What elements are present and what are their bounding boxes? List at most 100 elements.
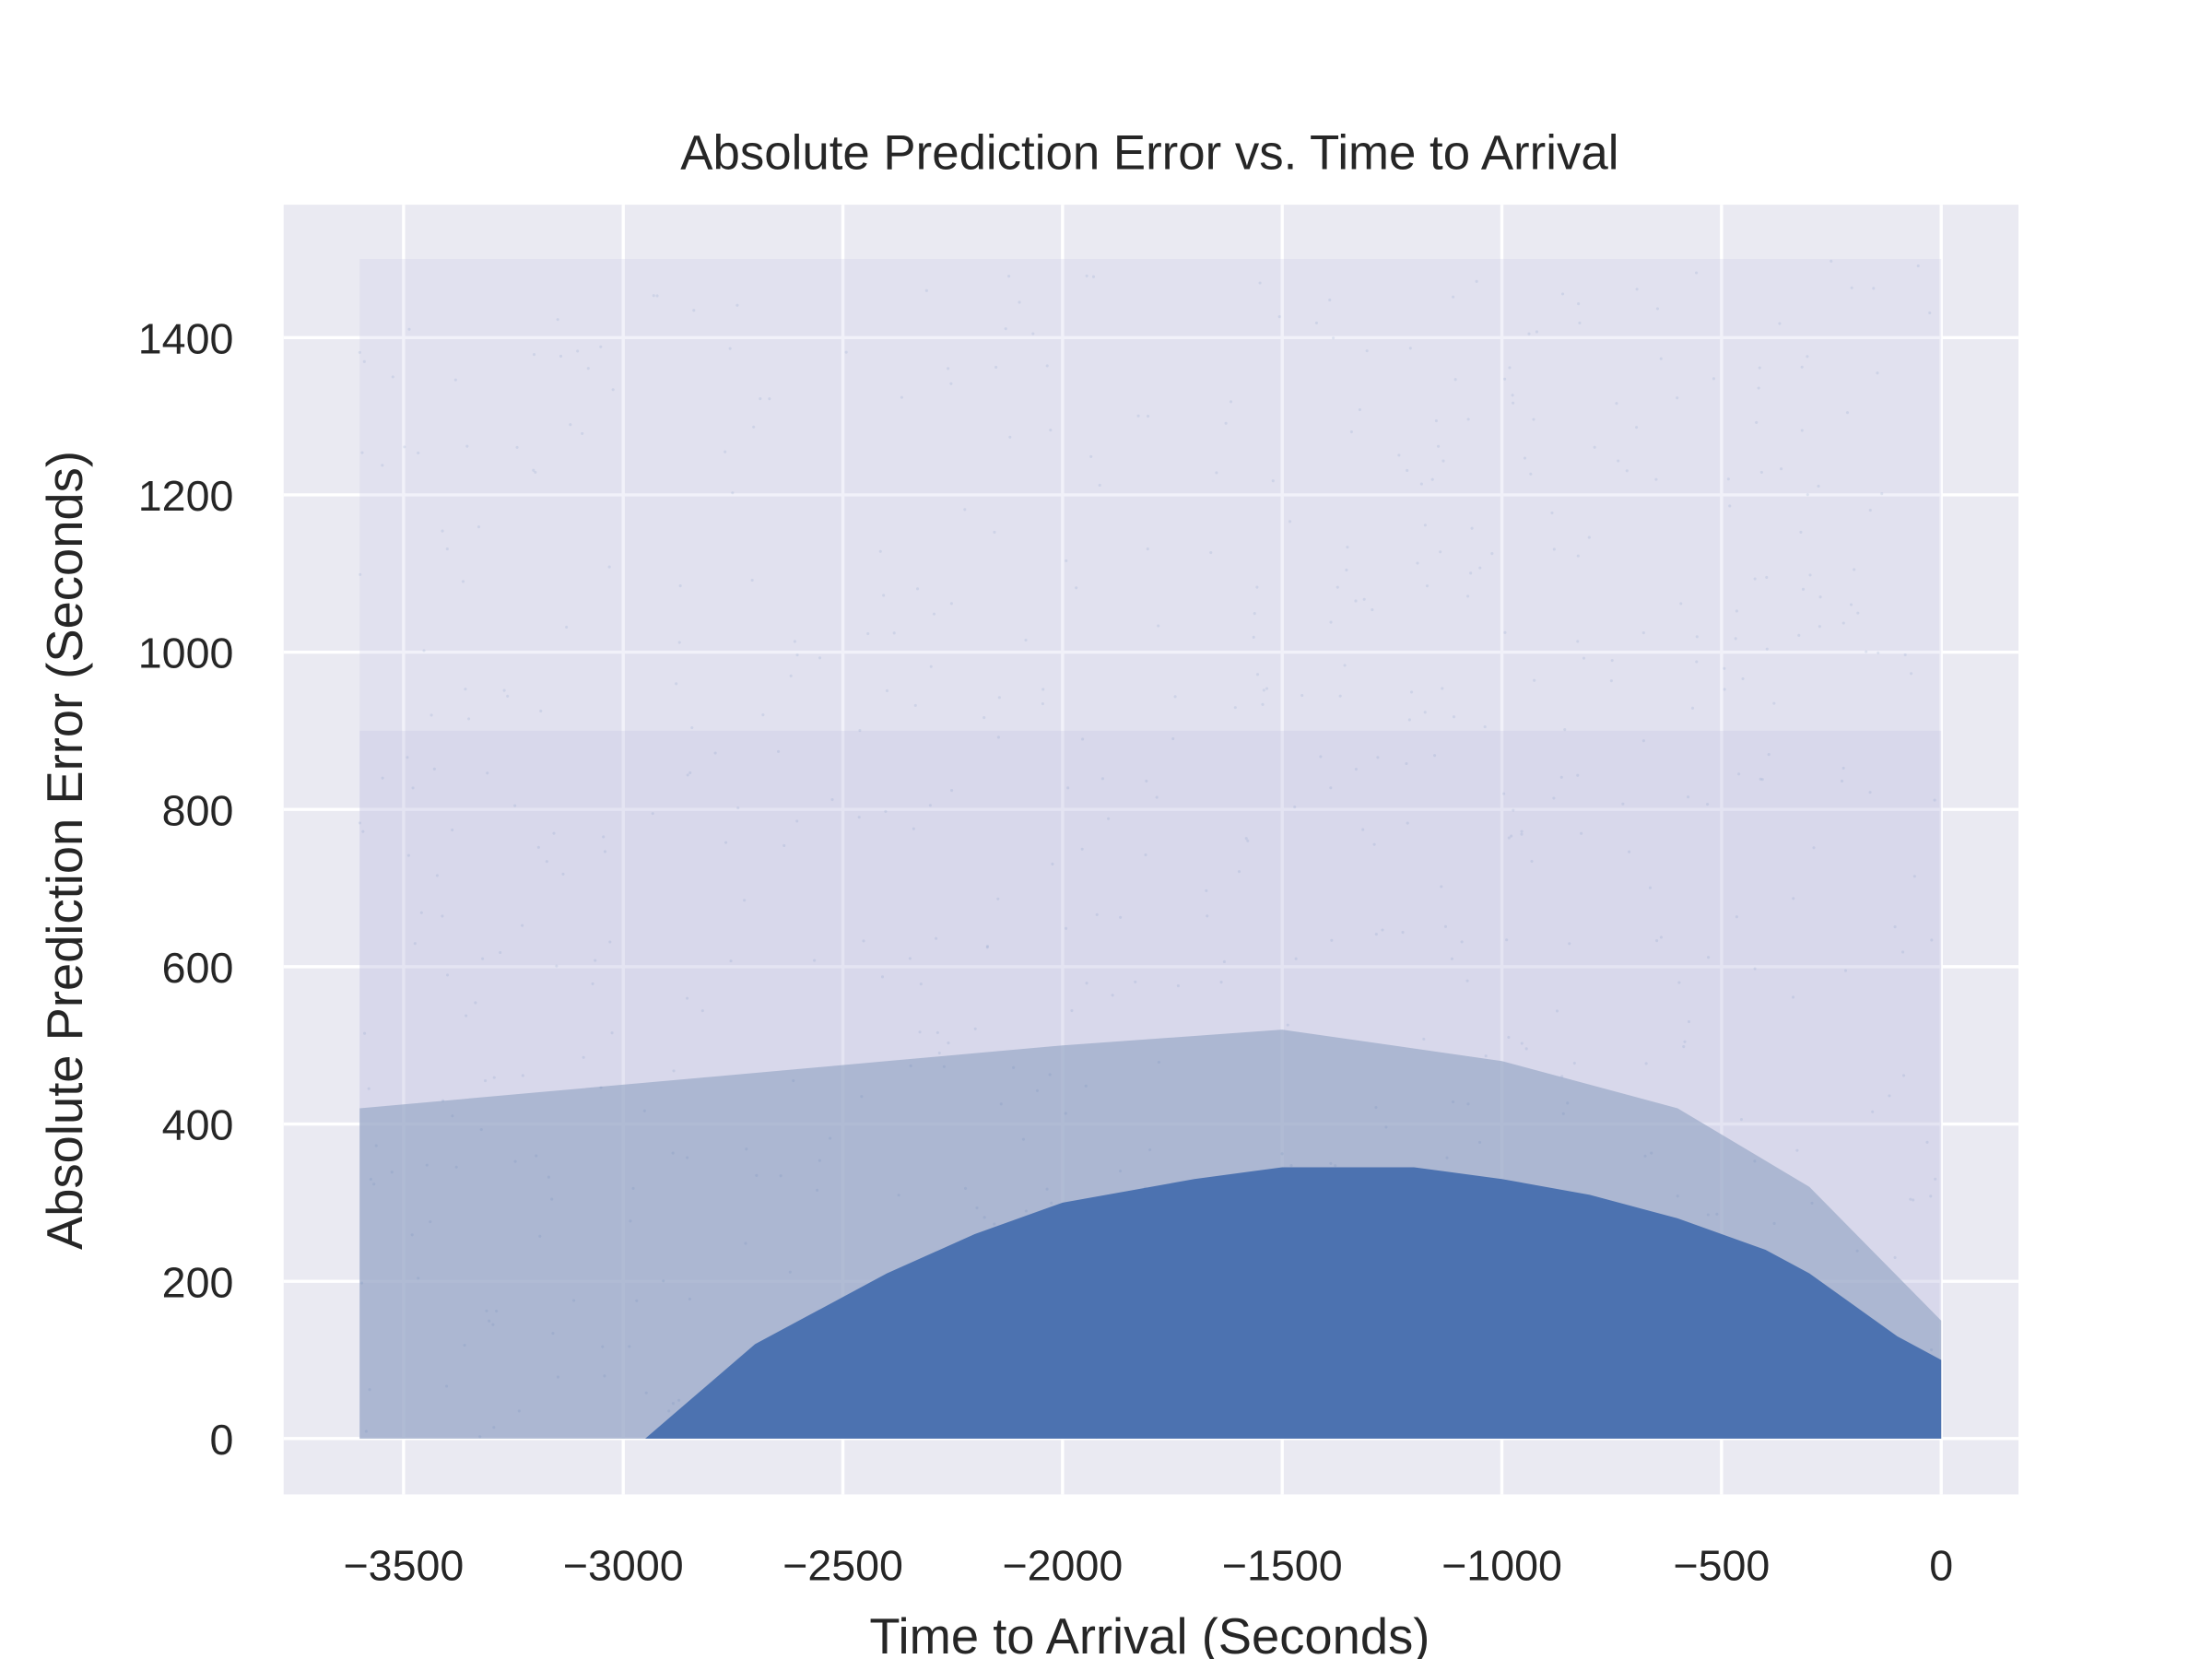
scatter-point: [1244, 837, 1248, 841]
scatter-point: [1080, 847, 1084, 851]
scatter-point: [1765, 647, 1769, 651]
scatter-point: [538, 1234, 542, 1238]
scatter-point: [1081, 737, 1085, 741]
scatter-point: [994, 365, 998, 370]
scatter-point: [1520, 1041, 1524, 1045]
scatter-point: [1893, 925, 1897, 929]
scatter-point: [1219, 981, 1223, 984]
scatter-point: [724, 841, 728, 844]
scatter-point: [1654, 477, 1658, 481]
scatter-point: [1085, 982, 1088, 985]
scatter-point: [1453, 378, 1457, 382]
scatter-point: [1134, 980, 1137, 983]
scatter-point: [1147, 414, 1150, 418]
y-tick-labels: 0 200 400 600 800 1000 1200 1400: [138, 314, 234, 1464]
scatter-point: [1503, 630, 1507, 634]
scatter-point: [429, 713, 433, 717]
scatter-point: [559, 354, 563, 359]
scatter-point: [1841, 766, 1845, 770]
scatter-point: [1523, 456, 1527, 460]
scatter-point: [1466, 1102, 1470, 1106]
scatter-point: [576, 349, 580, 353]
scatter-point: [1361, 828, 1365, 831]
scatter-point: [1222, 959, 1226, 964]
scatter-point: [1157, 1060, 1160, 1065]
scatter-point: [1049, 429, 1053, 432]
scatter-point: [364, 1430, 368, 1433]
scatter-point: [1408, 347, 1412, 350]
scatter-point: [1676, 1194, 1679, 1198]
scatter-point: [451, 1114, 454, 1118]
scatter-point: [1808, 573, 1812, 577]
scatter-point: [1812, 846, 1816, 850]
scatter-point: [513, 804, 517, 807]
scatter-point: [685, 1156, 689, 1159]
scatter-point: [1176, 984, 1180, 988]
scatter-point: [1559, 775, 1563, 779]
scatter-point: [1512, 401, 1515, 405]
scatter-point: [1334, 1164, 1337, 1168]
scatter-point: [486, 771, 489, 775]
x-tick-label: −2500: [782, 1542, 903, 1590]
scatter-point: [1772, 701, 1776, 705]
scatter-point: [671, 1402, 675, 1406]
scatter-point: [1677, 981, 1681, 984]
scatter-point: [918, 1030, 922, 1034]
y-tick-label: 1400: [138, 314, 234, 362]
scatter-point: [1155, 795, 1159, 799]
scatter-point: [1237, 870, 1241, 874]
scatter-point: [1070, 1008, 1074, 1013]
scatter-point: [1229, 400, 1233, 404]
scatter-point: [1593, 445, 1596, 449]
scatter-point: [795, 819, 799, 823]
scatter-point: [599, 1086, 603, 1089]
scatter-point: [1644, 1062, 1648, 1065]
scatter-point: [1683, 1040, 1687, 1043]
scatter-point: [1561, 1112, 1565, 1115]
scatter-point: [1690, 706, 1695, 710]
scatter-point: [1041, 701, 1044, 706]
scatter-point: [445, 973, 450, 977]
scatter-point: [1641, 739, 1645, 743]
scatter-point: [551, 1332, 555, 1335]
scatter-point: [532, 468, 535, 472]
scatter-point: [1930, 938, 1934, 942]
scatter-point: [1075, 586, 1078, 590]
scatter-point: [611, 388, 615, 392]
scatter-point: [692, 309, 696, 312]
scatter-point: [1850, 286, 1853, 289]
scatter-point: [465, 444, 469, 448]
scatter-point: [1628, 850, 1631, 853]
scatter-point: [1655, 939, 1659, 943]
scatter-point: [1753, 967, 1757, 971]
scatter-point: [1818, 595, 1822, 599]
scatter-point: [744, 1241, 747, 1245]
scatter-point: [1255, 585, 1259, 589]
scatter-point: [474, 1001, 477, 1005]
scatter-point: [410, 1233, 414, 1237]
scatter-point: [521, 924, 524, 927]
scatter-point: [1739, 1117, 1744, 1122]
scatter-point: [1445, 1156, 1449, 1159]
x-tick-label: 0: [1929, 1542, 1953, 1590]
scatter-point: [1157, 624, 1160, 628]
scatter-point: [1552, 547, 1556, 551]
scatter-point: [1800, 365, 1804, 369]
scatter-point: [1576, 554, 1580, 558]
scatter-point: [413, 942, 417, 946]
scatter-point: [1715, 1212, 1719, 1216]
scatter-point: [900, 395, 903, 399]
scatter-point: [1582, 656, 1586, 660]
scatter-point: [997, 696, 1001, 700]
scatter-point: [860, 1095, 864, 1099]
scatter-point: [913, 703, 917, 707]
scatter-point: [1845, 411, 1850, 415]
scatter-point: [1687, 1020, 1691, 1024]
scatter-point: [381, 776, 384, 780]
scatter-point: [1755, 420, 1759, 424]
scatter-point: [467, 717, 471, 721]
scatter-point: [499, 950, 502, 955]
scatter-point: [1362, 597, 1366, 601]
scatter-point: [1335, 585, 1339, 589]
scatter-point: [1843, 969, 1848, 972]
